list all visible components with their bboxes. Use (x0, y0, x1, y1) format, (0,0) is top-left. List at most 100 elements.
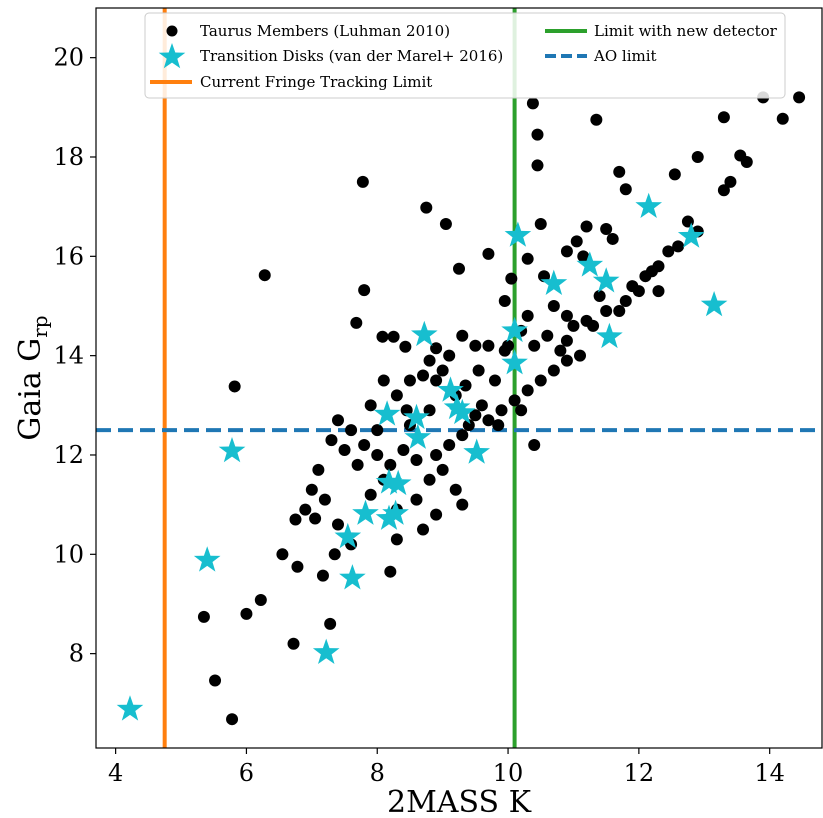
member-point (390, 533, 403, 546)
member-point (459, 379, 472, 392)
member-point (423, 354, 436, 367)
legend-detector-label: Limit with new detector (594, 22, 778, 40)
transition-disk-point (339, 564, 366, 590)
member-point (209, 674, 222, 687)
member-point (345, 424, 358, 437)
transition-disk-point (411, 320, 438, 347)
member-point (456, 329, 469, 342)
x-tick-label: 6 (239, 759, 254, 787)
transition-disk-point (373, 400, 401, 426)
member-point (521, 309, 534, 322)
member-point (390, 389, 403, 402)
member-point (410, 453, 423, 466)
transition-disk-point (501, 349, 528, 375)
legend-disks-label: Transition Disks (van der Marel+ 2016) (200, 47, 503, 65)
member-point (312, 463, 325, 476)
member-point (350, 316, 363, 329)
member-point (505, 272, 518, 285)
transition-disk-point (312, 638, 340, 664)
member-point (472, 364, 485, 377)
member-point (482, 339, 495, 352)
member-point (328, 548, 341, 561)
legend-ao-label: AO limit (593, 47, 657, 65)
x-tick-label: 8 (370, 759, 385, 787)
member-point (590, 113, 603, 126)
member-point (309, 512, 322, 525)
member-point (197, 610, 210, 623)
transition-disk-point (576, 251, 604, 277)
member-point (482, 247, 495, 260)
member-point (547, 299, 560, 312)
member-point (482, 414, 495, 427)
member-point (436, 364, 449, 377)
member-point (672, 240, 685, 253)
member-point (332, 518, 344, 531)
member-point (717, 184, 730, 197)
member-point (475, 399, 488, 412)
transition-disk-point (677, 222, 705, 248)
member-point (316, 569, 329, 582)
member-point (371, 424, 384, 437)
member-point (531, 128, 544, 141)
member-point (453, 262, 465, 275)
y-tick-label: 18 (53, 143, 84, 171)
member-point (291, 560, 304, 573)
member-point (547, 364, 560, 377)
member-point (495, 404, 508, 417)
member-point (652, 285, 665, 298)
member-point (691, 150, 704, 163)
member-point (417, 369, 430, 382)
member-point (423, 473, 436, 486)
member-point (717, 111, 730, 124)
member-point (492, 419, 505, 432)
member-point (560, 334, 573, 347)
member-point (356, 175, 369, 188)
member-point (626, 280, 639, 293)
member-point (371, 448, 384, 461)
member-point (531, 159, 544, 172)
member-point (324, 617, 337, 630)
member-point (403, 374, 416, 387)
transition-disk-point (352, 499, 379, 525)
member-point (443, 349, 456, 362)
transition-disk-point (443, 393, 471, 420)
y-tick-label: 20 (53, 44, 84, 72)
member-point (430, 342, 443, 355)
member-point (258, 269, 271, 282)
transition-disk-point (700, 291, 728, 317)
member-point (740, 155, 753, 168)
member-point (502, 339, 515, 352)
member-point (652, 260, 665, 273)
member-point (613, 165, 626, 178)
legend: Taurus Members (Luhman 2010) Transition … (144, 12, 786, 99)
transition-disk-point (404, 423, 432, 449)
legend-disks-marker (158, 43, 186, 69)
member-point (619, 295, 632, 308)
transition-disk-point (334, 522, 362, 549)
member-point (456, 429, 469, 442)
transition-disk-point (463, 438, 490, 464)
member-point (541, 329, 554, 342)
member-point (351, 458, 364, 471)
member-point (364, 488, 377, 501)
member-point (376, 330, 389, 343)
member-point (377, 374, 390, 387)
x-tick-label: 4 (108, 759, 123, 787)
legend-box (144, 12, 786, 99)
x-tick-label: 14 (754, 759, 785, 787)
member-point (443, 439, 456, 452)
member-point (668, 168, 681, 181)
member-point (526, 97, 539, 110)
x-axis-label: 2MASS K (387, 785, 532, 818)
y-tick-label: 14 (53, 342, 84, 370)
member-point (521, 252, 534, 265)
y-tick-label: 8 (69, 640, 84, 668)
member-point (613, 304, 626, 317)
member-point (560, 245, 573, 258)
member-point (254, 594, 267, 606)
transition-disk-point (403, 403, 430, 430)
plot-frame (95, 7, 823, 749)
member-point (423, 404, 436, 417)
member-point (276, 548, 289, 561)
member-point (430, 374, 443, 387)
